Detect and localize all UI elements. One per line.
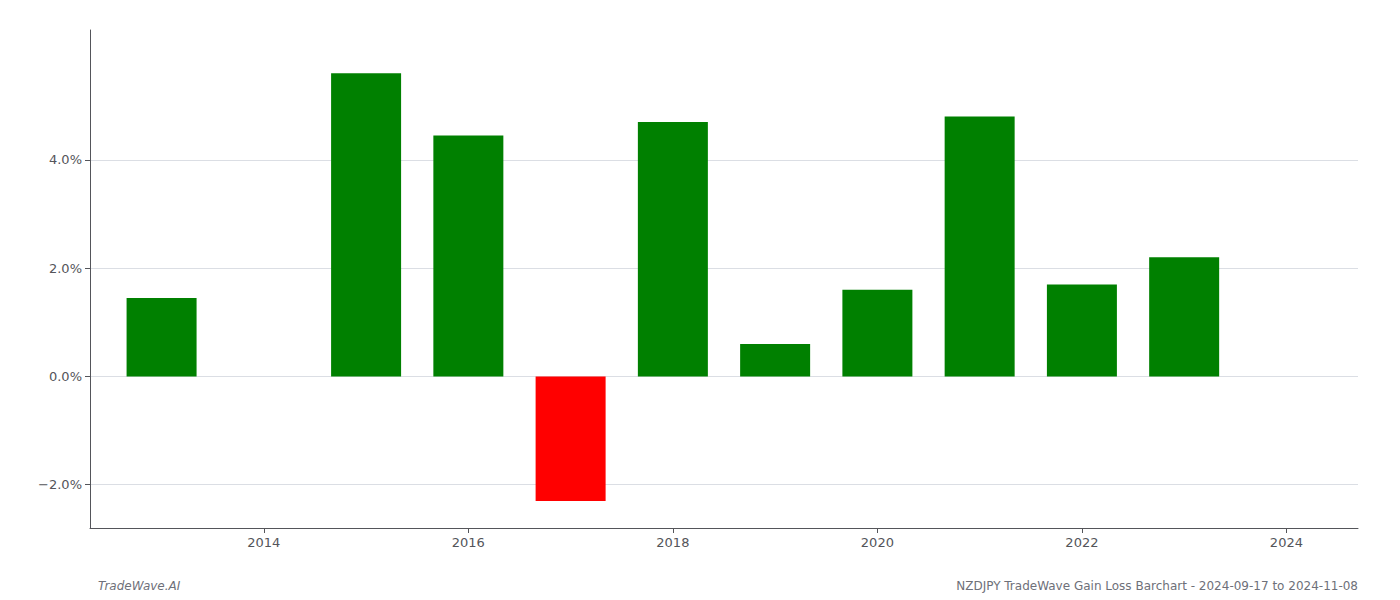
svg-text:TradeWave.AI: TradeWave.AI: [98, 579, 181, 593]
svg-text:2018: 2018: [656, 535, 689, 550]
svg-text:2022: 2022: [1065, 535, 1098, 550]
svg-text:2024: 2024: [1270, 535, 1303, 550]
svg-text:−2.0%: −2.0%: [38, 477, 82, 492]
svg-text:4.0%: 4.0%: [49, 152, 82, 167]
svg-text:2014: 2014: [247, 535, 280, 550]
svg-text:0.0%: 0.0%: [49, 369, 82, 384]
svg-text:NZDJPY TradeWave Gain Loss Bar: NZDJPY TradeWave Gain Loss Barchart - 20…: [956, 579, 1358, 593]
svg-text:2016: 2016: [452, 535, 485, 550]
svg-text:2020: 2020: [861, 535, 894, 550]
svg-text:2.0%: 2.0%: [49, 261, 82, 276]
